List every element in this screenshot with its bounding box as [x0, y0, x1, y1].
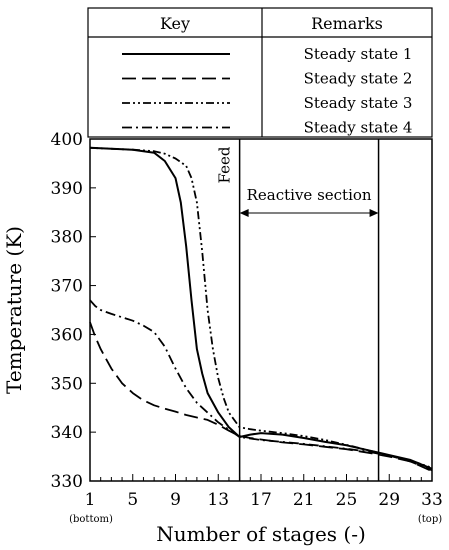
feed-label: Feed [216, 146, 234, 183]
series-layer [89, 146, 433, 473]
x-tick-label: 17 [250, 490, 272, 510]
x-tick-label: 1 [85, 490, 96, 510]
y-tick-label: 400 [51, 130, 83, 150]
series-line-4 [89, 299, 433, 472]
legend-rows: Steady state 1 Steady state 2 Steady state… [122, 45, 412, 137]
x-tick-label: 9 [170, 490, 181, 510]
series-line-3 [89, 146, 433, 469]
x-tick-label: 25 [336, 490, 358, 510]
y-tick-label: 380 [51, 228, 83, 248]
reactive-arrowhead-right [369, 209, 379, 217]
reactive-arrowhead-left [239, 209, 249, 217]
legend-label-3: Steady state 3 [304, 94, 413, 112]
y-axis-ticks: 330 340 350 360 370 380 390 400 [51, 130, 96, 492]
y-tick-label: 390 [51, 179, 83, 199]
legend-label-4: Steady state 4 [304, 119, 413, 137]
legend-header-key: Key [160, 14, 190, 33]
x-axis-ticks: 1 5 9 13 17 21 25 29 33 [85, 474, 443, 510]
legend-label-1: Steady state 1 [304, 45, 413, 63]
x-tick-label: 13 [207, 490, 229, 510]
x-tick-label: 33 [421, 490, 443, 510]
x-axis-label: Number of stages (-) [156, 522, 366, 546]
x-tick-label: 29 [378, 490, 400, 510]
legend-header-remarks: Remarks [311, 14, 383, 33]
y-axis-label: Temperature (K) [2, 226, 26, 394]
series-line-2 [89, 321, 433, 473]
y-tick-label: 370 [51, 277, 83, 297]
y-tick-label: 330 [51, 472, 83, 492]
y-tick-label: 360 [51, 325, 83, 345]
legend-label-2: Steady state 2 [304, 70, 413, 88]
reactive-section-label: Reactive section [247, 186, 372, 204]
legend-border [87, 7, 433, 138]
x-note-top: (top) [418, 514, 442, 525]
legend-table: Key Remarks Steady state 1 Steady state 2… [87, 7, 433, 138]
x-tick-label: 21 [293, 490, 315, 510]
y-tick-label: 350 [51, 374, 83, 394]
x-tick-label: 5 [127, 490, 138, 510]
x-note-bottom: (bottom) [69, 514, 113, 525]
y-tick-label: 340 [51, 423, 83, 443]
